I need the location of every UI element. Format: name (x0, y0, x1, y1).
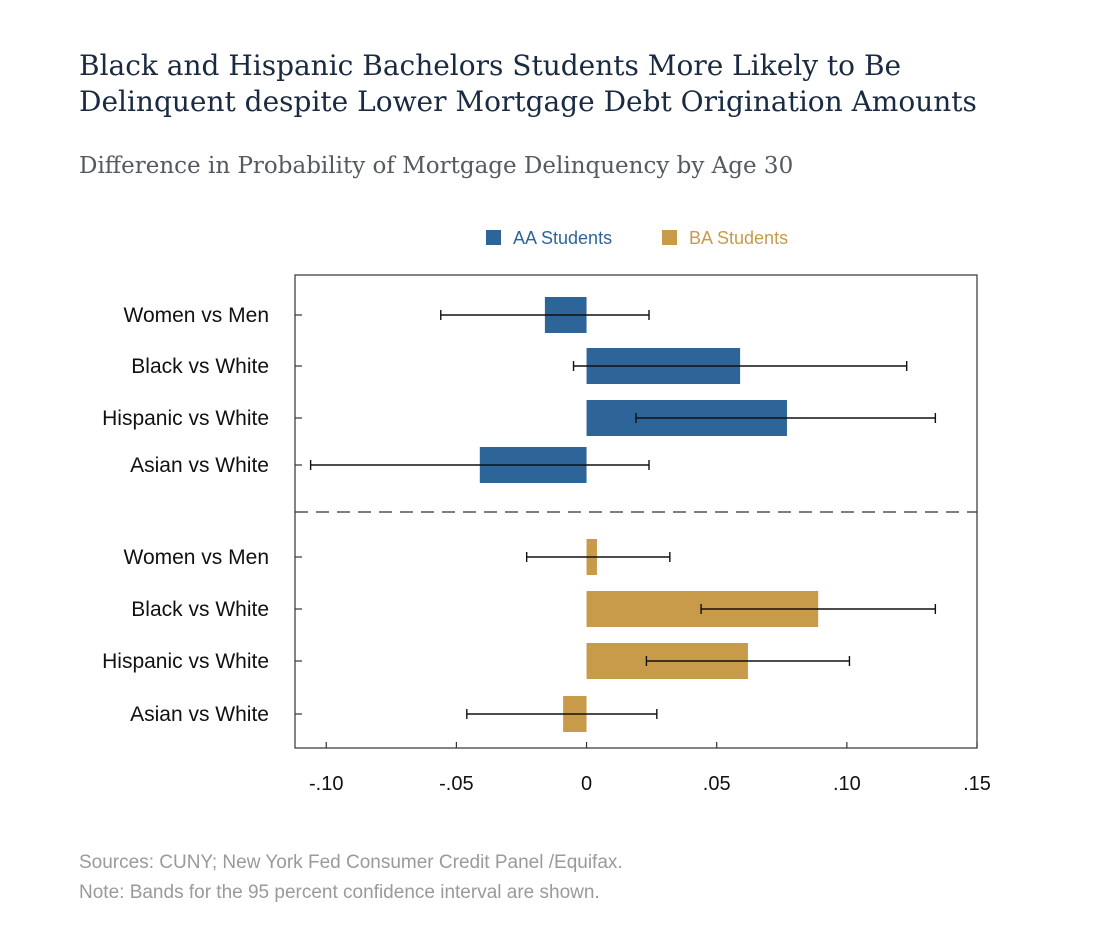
x-tick-label: .10 (833, 773, 861, 795)
category-label: Asian vs White (130, 454, 269, 477)
category-label: Women vs Men (124, 546, 270, 569)
chart-title: Black and Hispanic Bachelors Students Mo… (79, 48, 1079, 120)
x-tick-label: -.05 (439, 773, 473, 795)
ci-note: Note: Bands for the 95 percent confidenc… (79, 882, 600, 903)
source-note: Sources: CUNY; New York Fed Consumer Cre… (79, 852, 623, 873)
chart-title-line-1: Black and Hispanic Bachelors Students Mo… (79, 49, 902, 82)
x-tick-label: 0 (581, 773, 592, 795)
category-label: Hispanic vs White (102, 650, 269, 673)
chart-title-line-2: Delinquent despite Lower Mortgage Debt O… (79, 85, 977, 118)
legend-label: AA Students (513, 228, 612, 248)
category-label: Hispanic vs White (102, 407, 269, 430)
x-tick-label: .15 (963, 773, 991, 795)
x-tick-label: -.10 (309, 773, 343, 795)
legend-swatch (486, 230, 501, 245)
x-tick-label: .05 (703, 773, 731, 795)
category-label: Black vs White (131, 355, 269, 378)
category-label: Asian vs White (130, 703, 269, 726)
legend-swatch (662, 230, 677, 245)
category-label: Women vs Men (124, 304, 270, 327)
legend-label: BA Students (689, 228, 788, 248)
chart-subtitle: Difference in Probability of Mortgage De… (79, 153, 794, 179)
footnotes: Sources: CUNY; New York Fed Consumer Cre… (79, 848, 623, 908)
category-label: Black vs White (131, 598, 269, 621)
